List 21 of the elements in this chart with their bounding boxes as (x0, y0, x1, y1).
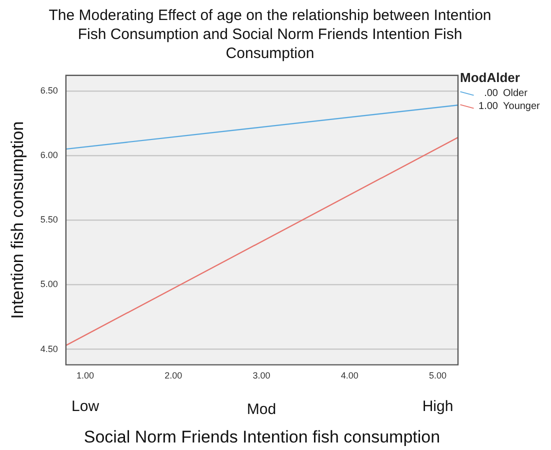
x-axis-title: Social Norm Friends Intention fish consumption (84, 427, 440, 446)
y-axis-title: Intention fish consumption (8, 121, 27, 319)
chart-title: The Moderating Effect of age on the relationship between Intention Fish Consumption and Social Norm Friends Intention Fish Consumption (48, 6, 492, 63)
y-tick-label: 4.50 (40, 344, 58, 354)
x-tick-label: 4.00 (340, 370, 358, 381)
text: Older (503, 88, 528, 99)
text: High (422, 398, 454, 415)
x-tick-label: 3.00 (252, 370, 270, 381)
y-tick-label: 5.00 (40, 279, 58, 290)
text: Mod (246, 400, 276, 418)
y-tick-label: 6.50 (40, 85, 58, 96)
y-tick-label: 5.50 (40, 214, 58, 225)
legend-label: .00 (483, 88, 498, 99)
y-tick-label: 6.00 (40, 150, 58, 160)
text: Younger (503, 101, 540, 112)
legend-label: 1.00 (478, 101, 498, 112)
x-tick-label: 1.00 (76, 370, 94, 381)
x-tick-label: 2.00 (164, 370, 182, 381)
text: Low (72, 398, 100, 415)
legend-title: ModAlder (460, 70, 521, 85)
x-tick-label: 5.00 (428, 370, 446, 381)
